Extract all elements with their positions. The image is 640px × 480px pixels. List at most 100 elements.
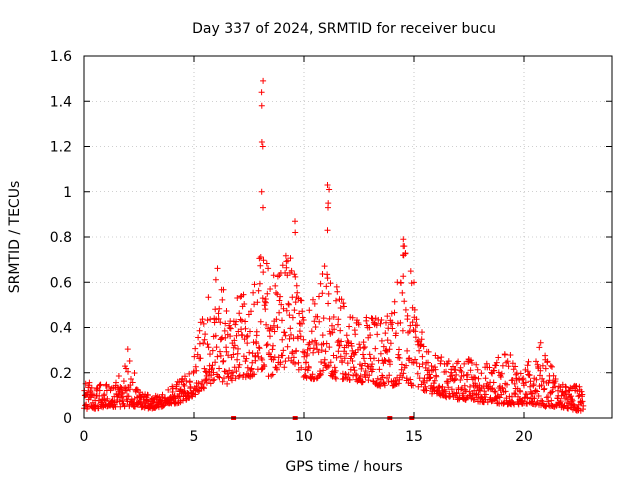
data-point	[423, 387, 430, 394]
data-point	[387, 340, 394, 347]
data-point	[279, 336, 286, 343]
data-point	[491, 388, 498, 395]
data-point	[497, 374, 504, 380]
data-point	[546, 377, 553, 384]
data-point	[534, 388, 540, 395]
data-point	[555, 383, 562, 390]
data-point	[407, 322, 414, 329]
data-point	[106, 383, 112, 390]
data-point	[455, 358, 462, 365]
data-point	[538, 382, 545, 389]
data-point	[344, 338, 351, 344]
data-point	[341, 355, 348, 362]
data-point	[308, 328, 315, 335]
data-point	[194, 351, 201, 358]
data-point	[323, 283, 330, 290]
data-point	[542, 365, 549, 372]
data-point	[333, 297, 339, 304]
data-point	[220, 286, 227, 293]
data-point	[279, 317, 285, 324]
data-point	[343, 350, 350, 357]
data-point	[293, 347, 300, 354]
data-point	[274, 324, 281, 331]
data-point	[537, 339, 544, 346]
data-point	[203, 379, 210, 386]
data-point	[284, 257, 291, 264]
data-point	[533, 376, 540, 383]
data-point	[239, 332, 246, 339]
y-tick-label: 1	[63, 185, 72, 201]
data-point	[125, 393, 132, 400]
data-point	[224, 380, 231, 387]
data-point	[220, 357, 227, 364]
data-point	[482, 391, 489, 398]
y-tick-label: 0.2	[50, 366, 72, 382]
data-point	[226, 325, 233, 331]
data-point	[493, 359, 500, 366]
data-point	[280, 347, 287, 354]
data-point	[259, 143, 266, 150]
data-point	[318, 359, 325, 365]
data-point	[461, 360, 468, 367]
data-point	[276, 309, 283, 316]
data-point	[269, 371, 276, 378]
data-point	[257, 254, 264, 260]
data-point	[278, 301, 285, 308]
data-point	[261, 298, 268, 305]
data-point	[262, 306, 269, 313]
data-point	[319, 290, 326, 297]
x-tick-label: 0	[80, 429, 89, 445]
data-point	[404, 312, 411, 319]
data-point	[260, 269, 267, 276]
data-point	[315, 349, 322, 356]
data-point	[337, 327, 344, 334]
data-point	[326, 344, 333, 351]
data-point	[292, 299, 299, 306]
data-point	[533, 358, 539, 365]
data-point	[468, 357, 474, 364]
data-point	[504, 381, 510, 388]
data-point	[287, 255, 294, 262]
data-point	[205, 344, 212, 351]
y-tick-label: 0.4	[50, 321, 72, 337]
data-point	[549, 388, 556, 395]
data-point	[557, 398, 564, 405]
data-point	[412, 356, 419, 363]
data-point	[330, 314, 337, 320]
data-point	[482, 375, 489, 382]
data-point	[580, 402, 587, 409]
data-point	[258, 139, 265, 145]
data-point	[395, 380, 402, 387]
data-point	[213, 344, 220, 351]
data-point	[179, 376, 186, 383]
data-point	[219, 296, 226, 303]
data-point	[310, 345, 317, 352]
data-point	[212, 359, 219, 366]
data-point	[209, 347, 216, 354]
data-point	[334, 288, 341, 295]
data-point	[201, 385, 207, 392]
data-point	[325, 300, 332, 307]
data-point	[337, 353, 344, 360]
data-point	[547, 362, 554, 369]
data-point	[507, 352, 514, 358]
data-point	[258, 102, 265, 109]
data-point	[120, 378, 127, 385]
data-point	[512, 391, 519, 398]
data-point	[204, 317, 211, 324]
data-point	[197, 355, 204, 362]
data-point	[256, 280, 263, 287]
data-point	[374, 375, 381, 382]
data-point	[399, 327, 406, 334]
data-point	[355, 321, 362, 328]
data-point	[413, 360, 420, 367]
data-point	[327, 280, 334, 287]
data-point	[145, 392, 151, 399]
data-point	[206, 376, 212, 383]
data-point	[257, 318, 264, 325]
data-point	[420, 343, 427, 350]
data-point	[540, 378, 547, 385]
data-point	[481, 388, 488, 395]
data-point	[215, 310, 222, 317]
data-point	[469, 360, 475, 366]
